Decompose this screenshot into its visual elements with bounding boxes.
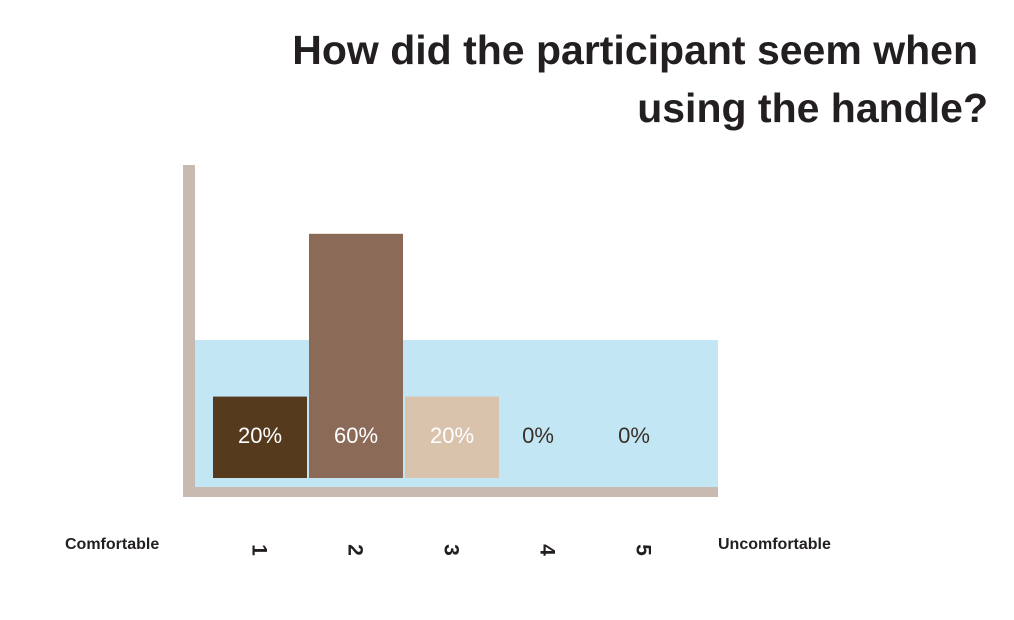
x-tick-label: 3 (439, 544, 462, 556)
chart-title: How did the participant seem when (292, 27, 978, 73)
bar (213, 396, 307, 478)
x-axis (183, 487, 718, 497)
x-label-left: Comfortable (65, 536, 159, 553)
value-label: 60% (334, 423, 378, 448)
value-label: 0% (522, 423, 554, 448)
y-axis (183, 165, 195, 497)
bar (405, 396, 499, 478)
x-tick-label: 2 (343, 544, 366, 556)
chart-title: using the handle? (637, 85, 988, 131)
x-label-right: Uncomfortable (718, 536, 831, 553)
value-label: 0% (618, 423, 650, 448)
value-label: 20% (430, 423, 474, 448)
bar (309, 233, 403, 478)
x-tick-label: 1 (247, 544, 270, 556)
value-label: 20% (238, 423, 282, 448)
x-tick-label: 4 (535, 544, 558, 556)
x-tick-label: 5 (631, 544, 654, 556)
